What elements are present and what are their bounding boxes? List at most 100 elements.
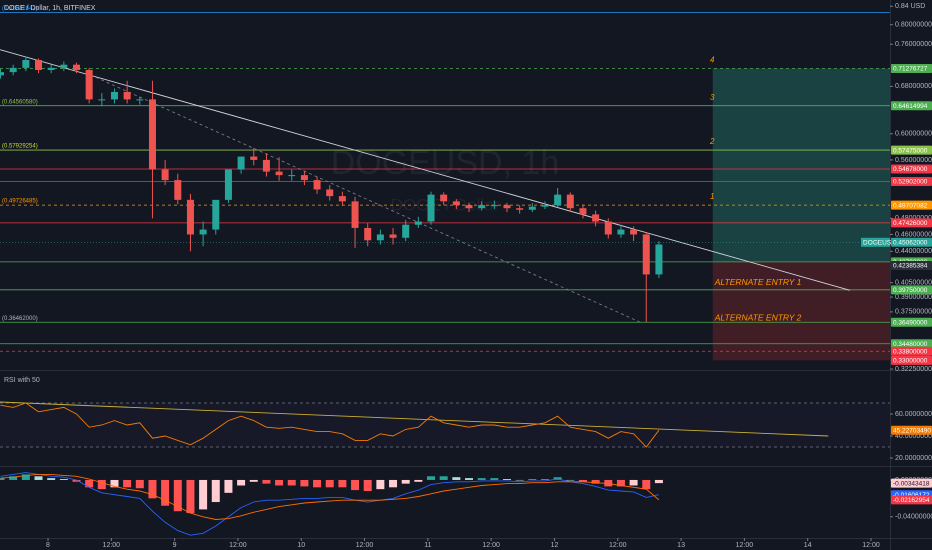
candle-body: [136, 99, 144, 101]
level-left-label: (0.82632842): [2, 6, 38, 12]
y-tick-label: 0.39000000: [895, 294, 932, 301]
macd-histogram-bar: [439, 476, 448, 480]
candle-body: [212, 199, 220, 230]
plot-layer: (0.82632842) 4 (0.64560580) 3 (0.57929254) 2 (…: [0, 3, 932, 549]
macd-histogram-bar: [85, 479, 94, 488]
x-tick-label: 12:00: [103, 542, 121, 549]
macd-histogram-bar: [135, 479, 144, 489]
x-tick-label: 12:00: [229, 542, 247, 549]
box-tag: 0.33000000: [893, 358, 928, 365]
level-left-label: (0.36462000): [2, 316, 38, 322]
trend-tag: 0.42385384: [893, 263, 928, 270]
level-tag: 0.47426000: [893, 220, 928, 227]
box-tag-bg: [891, 64, 932, 74]
macd-histogram-bar: [427, 476, 436, 480]
candle-body: [288, 175, 296, 177]
macd-histogram-bar: [173, 479, 182, 512]
candle-body: [592, 214, 600, 222]
fib-number: 2: [709, 137, 715, 146]
y-tick-label: 60.00000000: [895, 411, 932, 418]
y-tick-label: 0.44000000: [895, 248, 932, 255]
y-tick-label: 0.56000000: [895, 157, 932, 164]
candle-body: [554, 194, 562, 206]
x-tick-label: 14: [804, 542, 812, 549]
level-tag-bg: [891, 317, 932, 327]
candle-body: [300, 175, 308, 181]
x-tick-label: 12:00: [609, 542, 627, 549]
macd-histogram-bar: [338, 479, 347, 488]
rsi-tag-bg: [891, 425, 932, 435]
macd-histogram-bar: [72, 479, 81, 482]
candle-body: [414, 221, 422, 225]
macd-histogram-bar: [199, 479, 208, 510]
level-tag: 0.49707082: [893, 202, 928, 209]
macd-line: [0, 472, 659, 536]
rsi-trend-line: [0, 401, 829, 437]
macd-histogram-bar: [528, 479, 537, 480]
macd-histogram-bar: [275, 479, 284, 486]
level-tag: 0.54678000: [893, 166, 928, 173]
rsi-title: RSI with 50: [4, 377, 40, 384]
fib-number: 1: [710, 192, 714, 201]
candle-body: [541, 205, 549, 207]
candle-body: [262, 159, 270, 172]
candle-body: [85, 69, 93, 100]
trend-line: [90, 74, 641, 323]
y-tick-label: 20.00000000: [895, 455, 932, 462]
candle-body: [199, 229, 207, 235]
y-tick-label: 0.37500000: [895, 309, 932, 316]
level-tag: 0.39750000: [893, 287, 928, 294]
candle-body: [478, 205, 486, 209]
candle-body: [0, 72, 5, 76]
candle-body: [161, 169, 169, 181]
x-tick-label: 10: [297, 542, 305, 549]
last-price-tag-bg: [891, 237, 932, 247]
macd-histogram-bar: [351, 479, 360, 491]
level-tag-bg: [891, 101, 932, 111]
level-tag-bg: [891, 176, 932, 186]
macd-histogram-bar: [642, 479, 651, 490]
level-tag: 0.33800000: [893, 348, 928, 355]
rsi-tag: 45.22703490: [893, 427, 931, 434]
candle-body: [630, 229, 638, 235]
macd-histogram-bar: [262, 479, 271, 484]
trend-tag-bg: [891, 260, 932, 270]
y-tick-label: 0.68000000: [895, 83, 932, 90]
candle-body: [98, 99, 106, 101]
candle-body: [427, 194, 435, 222]
level-tag-bg: [891, 218, 932, 228]
macd-histogram-bar: [0, 478, 5, 480]
macd-histogram-bar: [237, 479, 246, 486]
level-tag: 0.52902000: [893, 179, 928, 186]
candle-body: [9, 67, 17, 73]
candle-body: [35, 59, 43, 70]
macd-histogram-bar: [401, 479, 410, 484]
level-tag: 0.64614994: [893, 103, 928, 110]
candle-body: [123, 91, 131, 100]
chart-title: DOGE / Dollar, 1h, BITFINEX: [4, 5, 96, 12]
candle-body: [351, 201, 359, 228]
y-tick-label: -0.04000000: [895, 514, 932, 521]
candle-body: [503, 205, 511, 209]
candle-body: [604, 221, 612, 235]
candle-body: [338, 196, 346, 202]
macd-histogram-bar: [629, 479, 638, 486]
level-tag-bg: [891, 346, 932, 356]
macd-histogram-bar: [161, 479, 170, 506]
macd-histogram-bar: [654, 479, 663, 484]
x-tick-label: 12:00: [736, 542, 754, 549]
level-left-label: (0.64560580): [2, 99, 38, 105]
candle-body: [22, 59, 30, 68]
level-tag-bg: [891, 164, 932, 174]
macd-histogram-bar: [566, 479, 575, 481]
fib-number: 3: [710, 93, 715, 102]
x-tick-label: 12:00: [356, 542, 374, 549]
macd-histogram-bar: [363, 479, 372, 491]
macd-histogram-bar: [123, 479, 132, 488]
candle-body: [402, 224, 410, 238]
macd-histogram-bar: [300, 479, 309, 487]
macd-histogram-bar: [515, 479, 524, 481]
box-tag: 0.71276727: [893, 66, 928, 73]
rsi-band: [0, 403, 890, 447]
level-tag-bg: [891, 339, 932, 349]
